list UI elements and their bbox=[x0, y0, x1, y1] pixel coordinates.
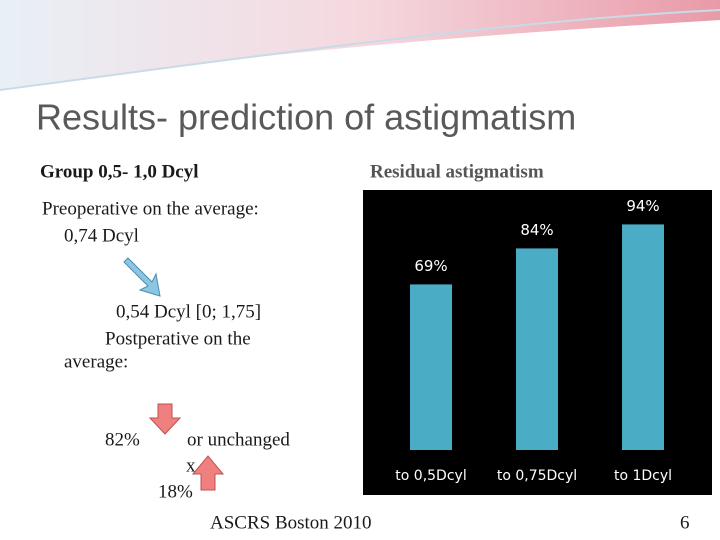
body-text: average: bbox=[64, 351, 128, 372]
x-tick-label: to 1Dcyl bbox=[614, 468, 672, 484]
body-text: 0,74 Dcyl bbox=[64, 225, 139, 246]
bar bbox=[622, 224, 664, 450]
body-text: x bbox=[186, 455, 196, 476]
arrow bbox=[123, 257, 161, 297]
body-text: or unchanged bbox=[187, 429, 290, 450]
footer-text: ASCRS Boston 2010 bbox=[210, 512, 372, 533]
page-number: 6 bbox=[680, 512, 690, 533]
chart-title: Residual astigmatism bbox=[370, 161, 544, 182]
bar bbox=[516, 248, 558, 450]
x-tick-label: to 0,5Dcyl bbox=[395, 468, 466, 484]
value-label: 69% bbox=[414, 257, 447, 275]
subtitle: Group 0,5- 1,0 Dcyl bbox=[40, 161, 199, 182]
body-text: Preoperative on the average: bbox=[42, 198, 259, 219]
value-label: 94% bbox=[626, 197, 659, 215]
chart: 69% to 0,5Dcyl 84% to 0,75Dcyl 94% to 1Dcyl bbox=[363, 190, 712, 495]
body-text: 82% bbox=[105, 429, 140, 450]
header-line bbox=[0, 9, 720, 91]
body-text: 0,54 Dcyl [0; 1,75] bbox=[116, 301, 261, 322]
header-decoration bbox=[0, 0, 720, 90]
arrow bbox=[148, 403, 182, 435]
value-label: 84% bbox=[520, 221, 553, 239]
x-tick-label: to 0,75Dcyl bbox=[497, 468, 577, 484]
body-text: Postperative on the bbox=[105, 328, 251, 349]
bar bbox=[410, 284, 452, 450]
slide-title: Results- prediction of astigmatism bbox=[36, 97, 576, 138]
body-text: 18% bbox=[158, 481, 193, 502]
arrow bbox=[191, 455, 225, 491]
